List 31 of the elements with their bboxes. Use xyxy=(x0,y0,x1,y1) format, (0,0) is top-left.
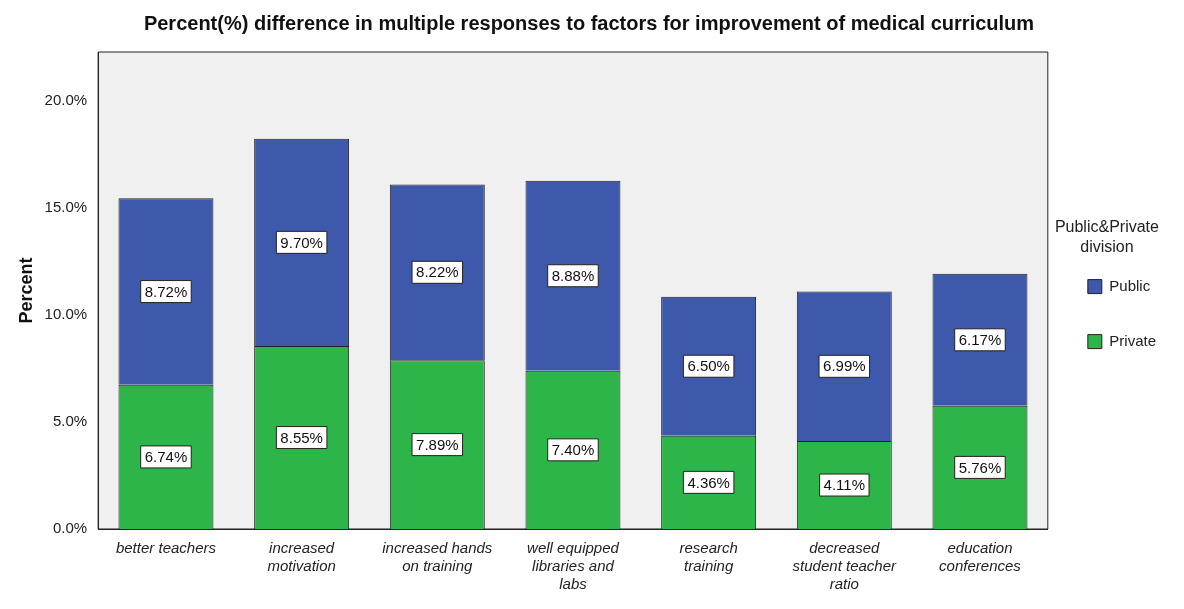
legend-title: Public&Private division xyxy=(1054,218,1160,255)
data-label: 5.76% xyxy=(958,458,1002,476)
legend-label: Public xyxy=(1109,276,1151,294)
data-label: 9.70% xyxy=(280,233,323,251)
data-label: 4.36% xyxy=(687,473,730,491)
y-tick-label: 15.0% xyxy=(44,198,88,216)
y-tick-label: 0.0% xyxy=(52,519,88,537)
data-label: 6.50% xyxy=(687,357,730,375)
data-label: 8.72% xyxy=(144,282,188,300)
x-tick-label: increased hands on training xyxy=(382,539,493,575)
data-label: 6.74% xyxy=(144,448,188,466)
y-tick-label: 10.0% xyxy=(44,305,88,323)
data-label: 6.17% xyxy=(958,330,1002,348)
data-label: 8.55% xyxy=(280,428,323,446)
chart-title: Percent(%) difference in multiple responses to factors for improvement of medical curriculum xyxy=(143,11,1035,34)
data-label: 8.22% xyxy=(416,263,459,281)
x-tick-label: better teachers xyxy=(115,539,217,557)
data-label: 7.40% xyxy=(551,441,595,458)
x-tick-label: increased motivation xyxy=(267,539,336,575)
data-label: 4.11% xyxy=(823,476,866,494)
y-axis-title: Percent xyxy=(15,257,36,324)
legend-label: Private xyxy=(1109,331,1156,349)
x-tick-label: decreased student teacher ratio xyxy=(792,539,898,593)
y-tick-label: 5.0% xyxy=(52,412,88,430)
x-tick-label: well equipped libraries and labs xyxy=(527,539,620,593)
x-tick-label: education conferences xyxy=(939,539,1022,575)
y-tick-label: 20.0% xyxy=(44,91,88,109)
data-label: 6.99% xyxy=(823,357,866,375)
x-tick-label: research training xyxy=(679,539,738,575)
data-label: 8.88% xyxy=(551,266,595,284)
data-label: 7.89% xyxy=(416,435,459,453)
